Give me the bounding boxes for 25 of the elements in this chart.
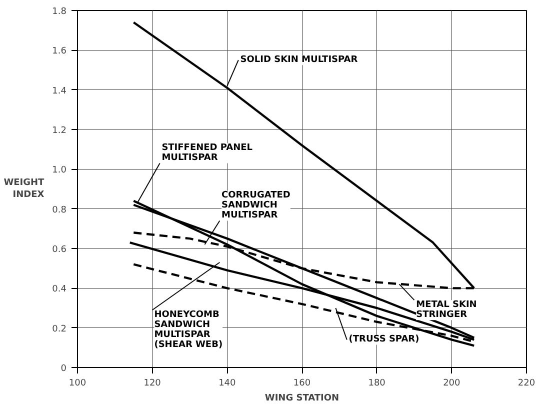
y-tick-label: 1.2 — [52, 126, 67, 136]
annotation: CORRUGATED SANDWICH MULTISPAR — [222, 190, 290, 221]
x-axis-title: WING STATION — [264, 394, 340, 404]
x-tick-label: 200 — [443, 378, 461, 388]
x-tick-label: 100 — [68, 378, 86, 388]
annotation: STIFFENED PANEL MULTISPAR — [162, 143, 253, 164]
y-tick-label: 1.8 — [52, 7, 67, 17]
x-tick-label: 160 — [293, 378, 311, 388]
y-tick-label: 0 — [60, 364, 67, 374]
y-tick-label: 0.8 — [52, 205, 67, 216]
x-tick-label: 220 — [518, 378, 536, 388]
y-axis-title: WEIGHT INDEX — [4, 178, 46, 200]
y-tick-label: 1.4 — [52, 86, 67, 96]
annotation: SOLID SKIN MULTISPAR — [240, 55, 358, 66]
x-tick-label: 180 — [368, 378, 386, 388]
y-tick-label: 1.0 — [52, 166, 67, 176]
x-tick-label: 120 — [144, 378, 162, 388]
annotation: METAL SKIN STRINGER — [416, 300, 477, 320]
y-tick-label: 0.2 — [52, 324, 67, 334]
annotation: HONEYCOMB SANDWICH MULTISPAR (SHEAR WEB) — [154, 310, 223, 350]
x-tick-label: 140 — [218, 378, 236, 388]
y-tick-label: 0.4 — [52, 284, 67, 295]
annotation: (TRUSS SPAR) — [348, 334, 420, 345]
y-tick-label: 1.6 — [52, 46, 67, 57]
y-tick-label: 0.6 — [52, 245, 67, 255]
